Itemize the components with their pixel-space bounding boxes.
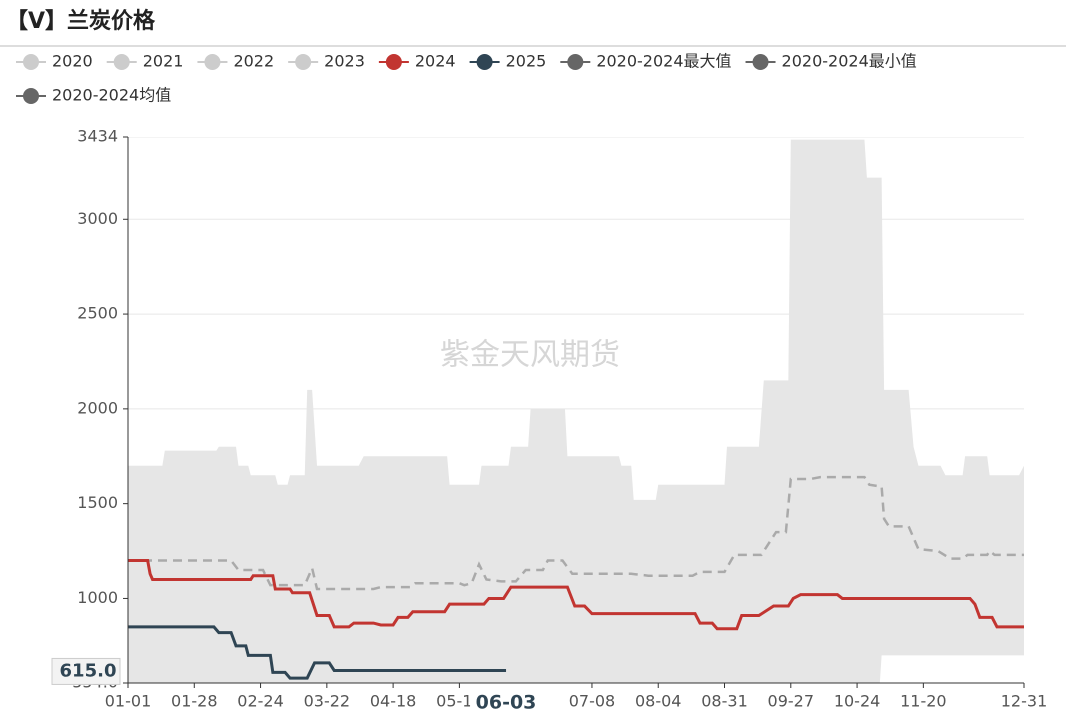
legend-icon-dot[interactable]: [752, 54, 769, 70]
x-tick-label: 01-28: [171, 692, 218, 711]
x-tick-label: 08-31: [701, 692, 748, 711]
legend-item[interactable]: 2020: [16, 52, 93, 71]
legend-item[interactable]: 2020-2024最小值: [745, 52, 917, 71]
x-tick-label: 04-18: [370, 692, 417, 711]
legend-item[interactable]: 2025: [469, 52, 547, 71]
legend-label[interactable]: 2020-2024最大值: [596, 52, 731, 71]
legend-label[interactable]: 2020: [52, 52, 93, 71]
legend-item[interactable]: 2022: [197, 52, 274, 71]
legend-icon-dot[interactable]: [204, 54, 221, 70]
y-pointer-box: [51, 657, 121, 685]
x-tick-label: 11-20: [900, 692, 947, 711]
x-tick-label: 08-04: [635, 692, 682, 711]
x-tick-label: 01-01: [105, 692, 152, 711]
band-min-area: [879, 655, 1024, 683]
legend-item[interactable]: 2021: [106, 52, 184, 71]
x-pointer-label: 06-03: [476, 692, 537, 714]
series-line: [128, 559, 1024, 631]
legend-item[interactable]: 2024: [378, 52, 456, 71]
y-tick-label: 2000: [77, 398, 118, 417]
legend-label[interactable]: 2023: [324, 52, 365, 71]
band-max-area: [128, 139, 1024, 683]
y-tick-label: 1000: [77, 588, 118, 607]
legend-icon-dot[interactable]: [23, 54, 39, 70]
y-tick-label: 2500: [77, 304, 118, 323]
x-tick-label: 03-22: [304, 692, 351, 711]
axes: 554.010001500200025003000343401-0101-280…: [51, 127, 1048, 717]
y-tick-label: 3434: [77, 127, 118, 146]
legend-icon-dot[interactable]: [476, 54, 493, 70]
legend-item[interactable]: 2020-2024最大值: [560, 52, 732, 71]
series-line: [128, 625, 507, 680]
legend: 2020 2021 2022 2023 2024 2025 2020-2024最大值 2020…: [16, 52, 917, 105]
legend-label[interactable]: 2022: [233, 52, 274, 71]
legend-icon-dot[interactable]: [23, 88, 39, 104]
x-tick-label: 12-31: [1001, 692, 1048, 711]
y-tick-label: 1500: [77, 493, 118, 512]
y-pointer-label: 615.0: [60, 660, 117, 681]
chart-title: 【V】兰炭价格: [6, 8, 156, 34]
x-tick-label: 09-27: [768, 692, 815, 711]
legend-label[interactable]: 2020-2024最小值: [782, 52, 917, 71]
x-tick-label: 10-24: [834, 692, 881, 711]
legend-label[interactable]: 2025: [506, 52, 547, 71]
legend-icon-dot[interactable]: [385, 54, 402, 70]
legend-icon-dot[interactable]: [295, 54, 312, 70]
legend-label[interactable]: 2024: [415, 52, 456, 71]
x-tick-label: 02-24: [237, 692, 284, 711]
legend-icon-dot[interactable]: [567, 54, 584, 70]
legend-label[interactable]: 2021: [143, 52, 184, 71]
legend-label[interactable]: 2020-2024均值: [52, 86, 171, 105]
watermark: 紫金天风期货: [440, 338, 620, 373]
x-pointer-box: [470, 689, 543, 717]
legend-icon-dot[interactable]: [113, 54, 130, 70]
mean-line: [128, 475, 1024, 591]
y-tick-label: 3000: [77, 209, 118, 228]
x-tick-label: 07-08: [569, 692, 616, 711]
legend-item[interactable]: 2020-2024均值: [16, 86, 171, 105]
plot-area: [128, 137, 1024, 683]
legend-item[interactable]: 2023: [288, 52, 365, 71]
